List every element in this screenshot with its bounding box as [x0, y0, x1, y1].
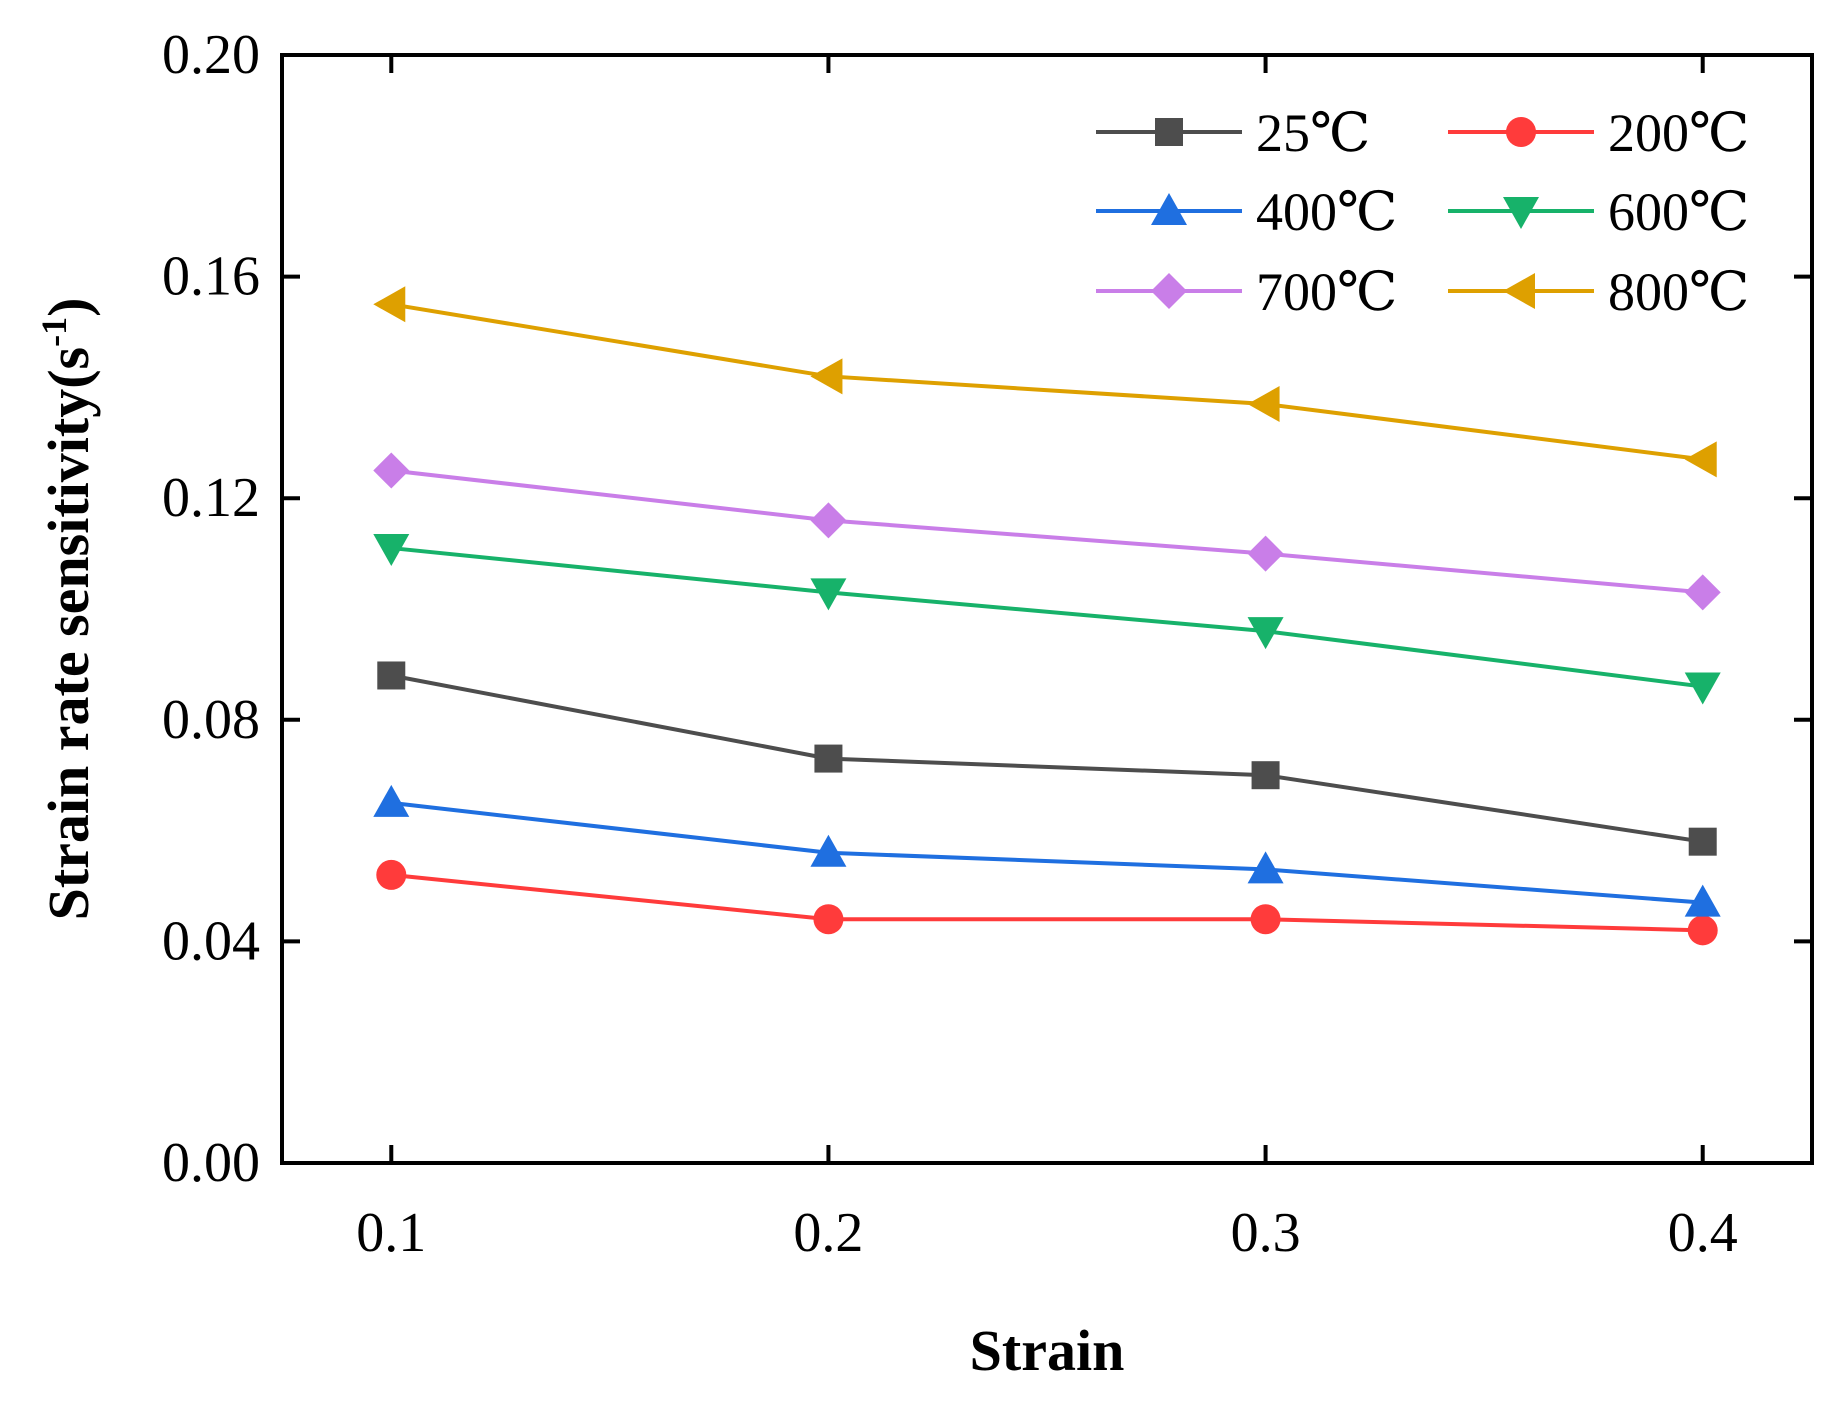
- data-point: [1688, 827, 1717, 856]
- data-point: [810, 358, 843, 395]
- data-point: [1684, 884, 1721, 917]
- x-tick-label: 0.4: [1668, 1202, 1738, 1264]
- data-point: [814, 744, 843, 773]
- legend-label: 25℃: [1256, 103, 1370, 163]
- legend-label: 400℃: [1256, 182, 1397, 242]
- legend: 25℃ 200℃ 400℃ 600℃ 700℃ 800℃: [1096, 103, 1749, 322]
- y-axis-title-close: ): [36, 298, 101, 317]
- data-point: [813, 904, 844, 935]
- legend-marker: [1503, 273, 1535, 309]
- legend-label: 200℃: [1608, 103, 1749, 163]
- y-axis-title: Strain rate sensitivity(s-1): [34, 298, 101, 921]
- series-layer: [373, 286, 1721, 946]
- x-tick-label: 0.2: [793, 1202, 863, 1264]
- data-point: [810, 502, 847, 539]
- data-point: [1251, 761, 1280, 790]
- series-3: [373, 534, 1721, 705]
- y-tick-label: 0.04: [162, 910, 260, 972]
- data-point: [1250, 904, 1281, 935]
- legend-item: 700℃: [1096, 262, 1397, 322]
- legend-label: 600℃: [1608, 182, 1749, 242]
- x-tick-label: 0.3: [1231, 1202, 1301, 1264]
- y-tick-label: 0.20: [162, 24, 260, 86]
- series-line: [391, 872, 1703, 933]
- y-axis-title-main: Strain rate sensitivity(s: [36, 347, 101, 921]
- legend-item: 400℃: [1096, 182, 1397, 242]
- series-0: [377, 661, 1717, 856]
- y-tick-label: 0.12: [162, 467, 260, 529]
- series-line: [391, 468, 1703, 595]
- y-axis-title-superscript: -1: [34, 317, 74, 347]
- series-line: [390, 673, 1704, 844]
- data-point: [1684, 441, 1717, 478]
- series-2: [373, 784, 1721, 917]
- series-line: [390, 302, 1703, 462]
- data-point: [373, 452, 410, 489]
- legend-label: 700℃: [1256, 262, 1397, 322]
- legend-marker: [1506, 117, 1536, 147]
- data-point: [373, 534, 410, 567]
- series-line: [391, 546, 1703, 689]
- data-point: [1247, 535, 1284, 572]
- legend-item: 600℃: [1448, 182, 1749, 242]
- data-point: [377, 661, 406, 690]
- plot-frame: [280, 53, 1814, 1165]
- series-1: [376, 859, 1718, 946]
- legend-item: 25℃: [1096, 103, 1370, 163]
- data-point: [1684, 672, 1721, 705]
- data-point: [810, 578, 847, 611]
- y-tick-label: 0.00: [162, 1132, 260, 1194]
- legend-item: 800℃: [1448, 262, 1749, 322]
- legend-marker: [1151, 193, 1187, 225]
- data-point: [1247, 617, 1284, 650]
- legend-marker: [1151, 273, 1187, 309]
- legend-marker: [1503, 197, 1539, 229]
- data-point: [1684, 574, 1721, 611]
- legend-label: 800℃: [1608, 262, 1749, 322]
- data-point: [1687, 915, 1718, 946]
- data-point: [1247, 386, 1280, 423]
- series-4: [373, 452, 1721, 611]
- data-point: [376, 859, 407, 890]
- legend-item: 200℃: [1448, 103, 1749, 163]
- data-point: [810, 834, 847, 867]
- legend-marker: [1155, 118, 1183, 146]
- y-tick-label: 0.08: [162, 689, 260, 751]
- series-line: [391, 800, 1703, 905]
- x-tick-label: 0.1: [356, 1202, 426, 1264]
- y-tick-label: 0.16: [162, 246, 260, 308]
- data-point: [1247, 851, 1284, 884]
- ticks-layer: 0.1 0.2 0.3 0.4 0.00 0.04 0.08 0.12 0.16 0.20: [162, 24, 1812, 1264]
- data-point: [373, 286, 406, 323]
- x-axis-title: Strain: [970, 1318, 1125, 1383]
- series-5: [373, 286, 1717, 478]
- data-point: [373, 784, 410, 817]
